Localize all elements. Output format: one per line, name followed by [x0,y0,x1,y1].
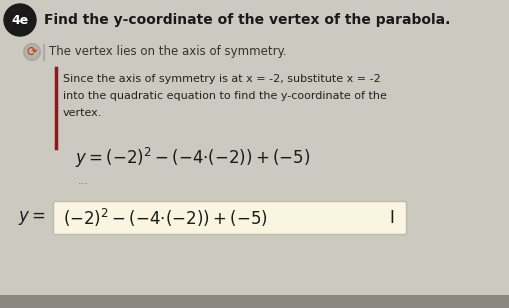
Text: 4e: 4e [11,14,29,26]
FancyBboxPatch shape [53,201,406,234]
Text: The vertex lies on the axis of symmetry.: The vertex lies on the axis of symmetry. [49,46,286,59]
Circle shape [4,4,36,36]
Circle shape [25,45,39,59]
Text: Since the axis of symmetry is at x = -2, substitute x = -2: Since the axis of symmetry is at x = -2,… [63,74,380,84]
Text: $y = (-2)^2-(-4{\cdot}(-2))+(-5)$: $y = (-2)^2-(-4{\cdot}(-2))+(-5)$ [75,146,310,170]
Text: ⟳: ⟳ [26,46,37,59]
Text: $(-2)^2-(-4{\cdot}(-2))+(-5)$: $(-2)^2-(-4{\cdot}(-2))+(-5)$ [63,207,267,229]
Text: ···: ··· [78,179,89,189]
Text: I: I [388,209,393,227]
Text: into the quadratic equation to find the y-coordinate of the: into the quadratic equation to find the … [63,91,386,101]
Text: $y =$: $y =$ [18,209,45,227]
Text: vertex.: vertex. [63,108,102,118]
Bar [0,295,509,308]
Text: Find the y-coordinate of the vertex of the parabola.: Find the y-coordinate of the vertex of t… [44,13,449,27]
